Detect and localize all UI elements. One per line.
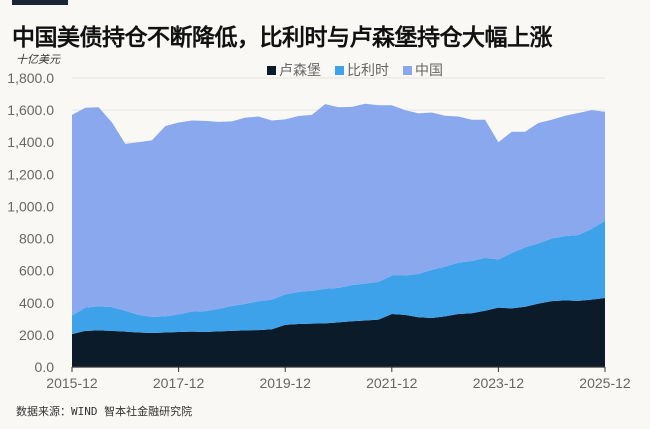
legend-label-belgium: 比利时 — [347, 63, 389, 79]
x-tick-label: 2023-12 — [473, 375, 525, 391]
y-tick-label: 1,400.0 — [7, 134, 54, 150]
area-series-1 — [72, 220, 605, 335]
data-source-note: 数据来源：WIND 智本社金融研究院 — [16, 405, 193, 418]
x-tick-label: 2015-12 — [46, 375, 98, 391]
legend-label-luxembourg: 卢森堡 — [279, 63, 321, 79]
y-tick-label: 1,200.0 — [7, 166, 54, 182]
legend-item-luxembourg[interactable]: 卢森堡 — [267, 60, 321, 80]
y-tick-label: 1,000.0 — [7, 198, 54, 214]
legend-item-belgium[interactable]: 比利时 — [335, 60, 389, 80]
chart-legend: 卢森堡 比利时 中国 — [0, 60, 650, 80]
area-series-0 — [72, 297, 605, 367]
legend-item-china[interactable]: 中国 — [403, 60, 443, 80]
x-tick-label: 2025-12 — [579, 375, 631, 391]
y-tick-label: 1,600.0 — [7, 102, 54, 118]
title-accent-bar — [12, 0, 68, 5]
legend-swatch-belgium — [335, 65, 344, 75]
chart-title: 中国美债持仓不断降低，比利时与卢森堡持仓大幅上涨 — [12, 25, 553, 51]
y-tick-label: 0.0 — [35, 359, 55, 375]
x-axis: 2015-12 2017-12 2019-12 2021-12 2023-12 2025-… — [46, 366, 631, 391]
y-tick-label: 1,800.0 — [7, 70, 54, 86]
y-axis: 0.0 200.0 400.0 600.0 800.0 1,000.0 1,200.0 1,4… — [7, 70, 54, 375]
area-series — [72, 103, 605, 367]
x-tick-label: 2021-12 — [366, 375, 418, 391]
area-series-2 — [72, 103, 605, 317]
legend-swatch-china — [403, 65, 412, 75]
legend-swatch-luxembourg — [267, 65, 276, 75]
y-tick-label: 400.0 — [19, 295, 54, 311]
legend-label-china: 中国 — [415, 63, 443, 79]
y-tick-label: 600.0 — [19, 263, 54, 279]
y-axis-unit-label: 十亿美元 — [16, 53, 60, 66]
x-tick-label: 2019-12 — [260, 375, 312, 391]
y-tick-label: 800.0 — [19, 231, 54, 247]
y-tick-label: 200.0 — [19, 327, 54, 343]
x-tick-label: 2017-12 — [153, 375, 205, 391]
